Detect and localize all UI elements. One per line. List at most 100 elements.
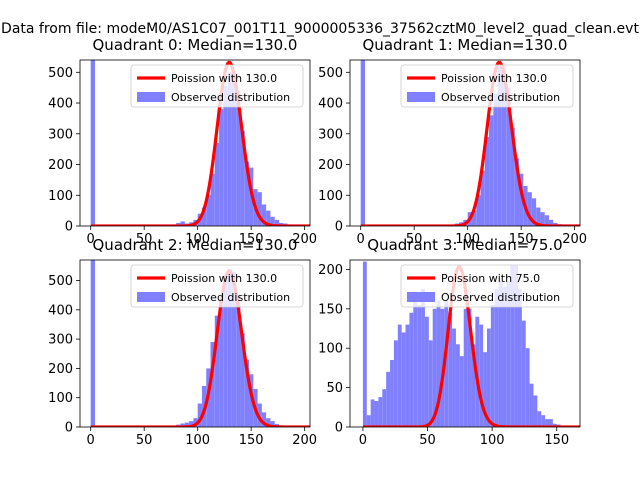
histogram-bar (261, 204, 267, 226)
histogram-bar (231, 271, 237, 427)
histogram-bar (180, 423, 185, 427)
legend-label: Poission with 75.0 (441, 272, 540, 285)
y-tick-label: 100 (318, 342, 343, 357)
histogram-bar (483, 352, 487, 427)
subplot-title: Quadrant 3: Median=75.0 (367, 236, 562, 254)
histogram-bar (444, 300, 449, 427)
y-tick-label: 0 (65, 421, 73, 436)
subplot-title: Quadrant 1: Median=130.0 (363, 36, 568, 54)
histogram-bar (527, 192, 532, 226)
y-tick-label: 50 (326, 381, 343, 396)
histogram-bar (270, 421, 275, 427)
subplot-quadrant-1: 0 50 100 150 200 0 100 200 300 400 500 Quadrant 1: … (318, 36, 587, 247)
legend-patch-swatch (137, 92, 165, 102)
histogram-bar (257, 192, 262, 226)
subplot-quadrant-0: 0 50 100 150 200 0 100 200 300 400 500 Quadrant 0: … (48, 36, 317, 247)
histogram-bar (240, 130, 245, 226)
histogram-bar (189, 421, 194, 427)
histogram-bar (219, 298, 224, 427)
y-tick-label: 200 (318, 263, 343, 278)
histogram-bar (490, 304, 495, 427)
histogram-bar (244, 359, 250, 427)
histogram-bar (374, 401, 379, 427)
y-tick-label: 0 (335, 220, 343, 235)
histogram-bar (90, 60, 95, 226)
histogram-bar (432, 308, 437, 427)
histogram-bar (223, 274, 228, 427)
poisson-curve (362, 265, 580, 427)
histogram-bar (386, 371, 391, 427)
histogram-bar (409, 312, 414, 427)
histogram-bar (421, 289, 425, 427)
histogram-bar (197, 403, 202, 427)
x-tick-label: 50 (136, 232, 153, 247)
figure-suptitle: Data from file: modeM0/AS1C07_001T11_900… (1, 21, 639, 37)
y-tick-label: 500 (48, 274, 73, 289)
y-tick-label: 100 (48, 391, 73, 406)
legend-label: Observed distribution (441, 291, 560, 304)
legend: Poission with 130.0 Observed distribution (130, 264, 304, 308)
legend-label: Observed distribution (171, 91, 290, 104)
histogram-bar (261, 412, 267, 427)
histogram-bar (393, 340, 398, 427)
y-tick-label: 400 (48, 97, 73, 112)
histogram-bar (424, 316, 429, 427)
x-tick-label: 0 (357, 232, 365, 247)
x-tick-label: 200 (562, 232, 587, 247)
histogram-bar (544, 215, 549, 226)
histogram-bar (206, 195, 211, 226)
legend: Poission with 130.0 Observed distribution (130, 64, 304, 108)
y-tick-label: 200 (48, 158, 73, 173)
histogram-bar (236, 90, 241, 226)
histogram-bar (448, 312, 453, 427)
histogram-bar (540, 212, 545, 226)
y-tick-label: 500 (318, 66, 343, 81)
histogram-bar (501, 66, 507, 226)
y-tick-label: 100 (48, 189, 73, 204)
histogram-bar (193, 418, 198, 427)
poisson-curve (90, 60, 310, 226)
histogram-bar (525, 348, 530, 427)
histogram-bar (480, 170, 485, 226)
histogram-bar (257, 403, 262, 427)
histogram-bar (266, 210, 271, 226)
y-tick-label: 400 (318, 97, 343, 112)
y-tick-label: 150 (318, 302, 343, 317)
histogram-bar (227, 268, 232, 427)
x-tick-label: 200 (292, 232, 317, 247)
histogram-bar (531, 198, 537, 226)
y-tick-label: 300 (318, 127, 343, 142)
histogram-bar (463, 308, 468, 427)
histogram-bar (489, 115, 494, 226)
axes-frame (79, 59, 311, 227)
histogram-bar (428, 340, 433, 427)
poisson-curve (360, 60, 580, 226)
x-tick-label: 100 (185, 232, 210, 247)
histogram-bar (390, 360, 394, 427)
y-tick-label: 300 (48, 127, 73, 142)
histogram-bar (401, 332, 406, 427)
histogram-bar (214, 143, 220, 226)
legend-patch-swatch (407, 292, 435, 302)
histogram-bar (514, 265, 518, 427)
histogram-bar (413, 297, 418, 427)
histogram-bar (510, 265, 515, 427)
histogram-bar (219, 109, 224, 226)
histogram-bar (514, 158, 520, 226)
histogram-bar (382, 389, 387, 427)
histogram-bar (236, 295, 241, 427)
histogram-bar (517, 289, 522, 427)
histogram-bar (90, 260, 95, 427)
x-tick-label: 0 (359, 433, 367, 448)
subplot-title: Quadrant 2: Median=130.0 (93, 236, 298, 254)
x-tick-label: 50 (419, 433, 436, 448)
histogram-bar (370, 399, 375, 427)
histogram-bar (227, 72, 232, 226)
axes-frame (349, 259, 581, 428)
histogram-bar (452, 328, 456, 427)
histogram-bar (201, 207, 207, 226)
histogram-bar (486, 328, 491, 427)
x-tick-label: 200 (292, 433, 317, 448)
histogram-bar (484, 136, 490, 226)
